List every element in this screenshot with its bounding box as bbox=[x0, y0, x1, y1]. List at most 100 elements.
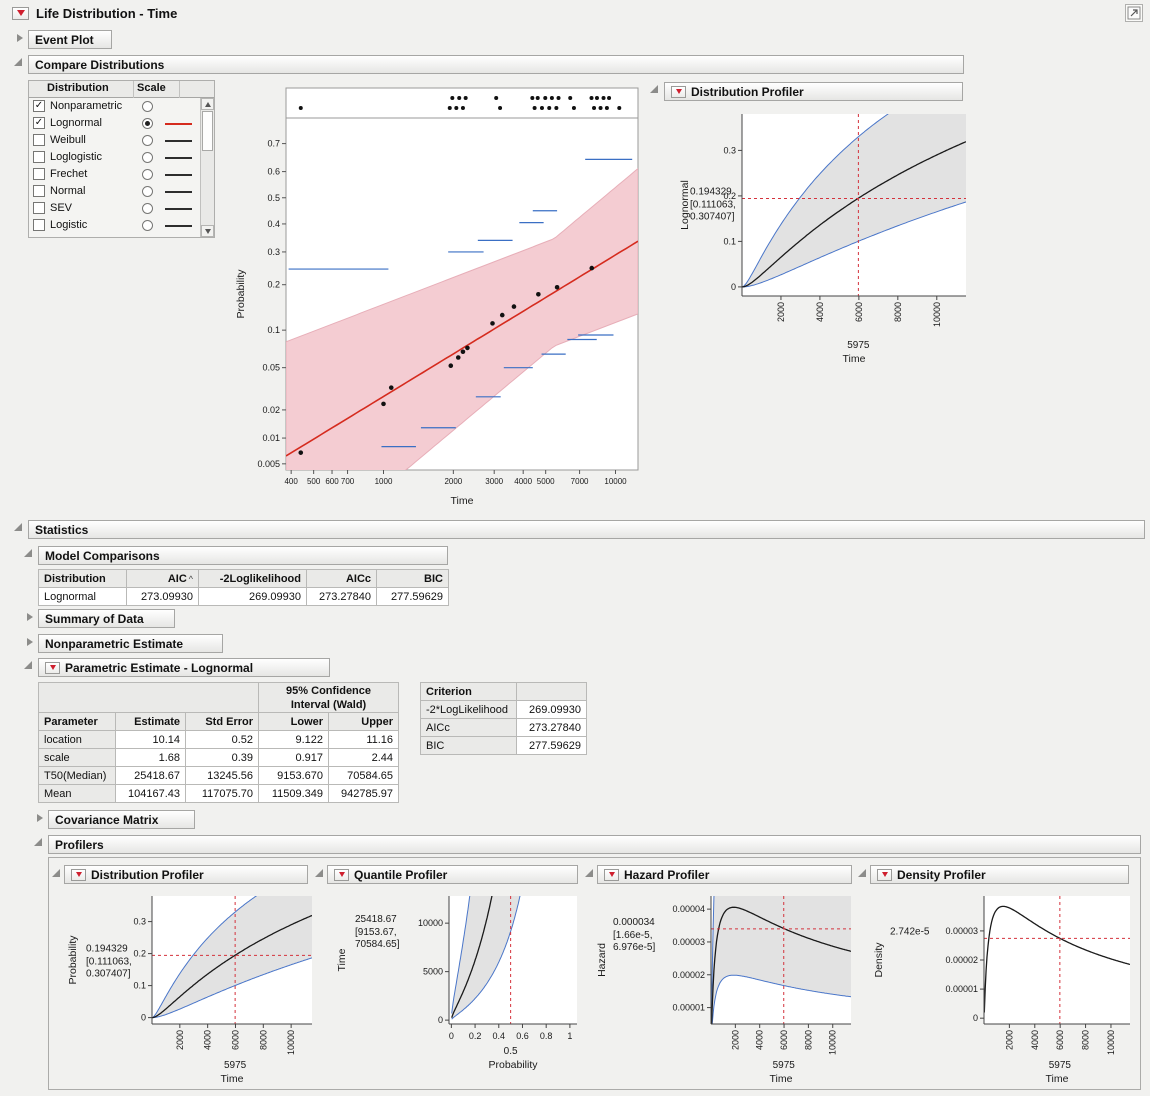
column-header-aicc[interactable]: AICc bbox=[306, 569, 377, 588]
svg-text:4000: 4000 bbox=[203, 1030, 213, 1050]
svg-text:0.194329: 0.194329 bbox=[86, 943, 128, 954]
scale-radio-loglogistic[interactable] bbox=[142, 152, 153, 163]
profiler-hazard-header[interactable]: Hazard Profiler bbox=[597, 865, 852, 884]
profiler-distribution-header[interactable]: Distribution Profiler bbox=[64, 865, 308, 884]
profiler-quantile-header[interactable]: Quantile Profiler bbox=[327, 865, 578, 884]
disclosure-profiler-distribution[interactable] bbox=[52, 869, 60, 877]
column-header-std-error[interactable]: Std Error bbox=[184, 712, 260, 731]
column-header-loglikelihood[interactable]: -2Loglikelihood bbox=[198, 569, 307, 588]
distribution-row-loglogistic[interactable]: Loglogistic bbox=[29, 149, 199, 166]
svg-text:Probability: Probability bbox=[67, 935, 79, 985]
table-row: BIC 277.59629 bbox=[420, 736, 587, 755]
column-header-lower[interactable]: Lower bbox=[258, 712, 330, 731]
red-triangle-menu-profiler-hazard[interactable] bbox=[604, 868, 619, 881]
distribution-column-header[interactable]: Distribution bbox=[47, 82, 109, 94]
checkbox-sev[interactable] bbox=[33, 202, 45, 214]
disclosure-parametric-estimate[interactable] bbox=[24, 661, 32, 669]
scale-radio-normal[interactable] bbox=[142, 186, 153, 197]
event-plot-header[interactable]: Event Plot bbox=[28, 30, 112, 49]
cell-parameter: T50(Median) bbox=[38, 766, 116, 785]
column-header-criterion[interactable]: Criterion bbox=[420, 682, 517, 701]
disclosure-profiler-density[interactable] bbox=[858, 869, 866, 877]
red-triangle-menu-parametric-estimate[interactable] bbox=[45, 661, 60, 674]
red-triangle-menu-profiler-distribution[interactable] bbox=[71, 868, 86, 881]
scrollbar-thumb[interactable] bbox=[202, 111, 213, 151]
cell-lower: 9153.670 bbox=[258, 766, 330, 785]
covariance-matrix-title: Covariance Matrix bbox=[55, 812, 159, 827]
distribution-row-sev[interactable]: SEV bbox=[29, 200, 199, 217]
scale-radio-logistic[interactable] bbox=[142, 220, 153, 231]
model-comparisons-header[interactable]: Model Comparisons bbox=[38, 546, 448, 565]
profiler-density-header[interactable]: Density Profiler bbox=[870, 865, 1129, 884]
red-triangle-menu-distribution-profiler[interactable] bbox=[671, 85, 686, 98]
parametric-estimate-header[interactable]: Parametric Estimate - Lognormal bbox=[38, 658, 330, 677]
arrow-down-icon bbox=[204, 228, 211, 234]
distribution-row-lognormal[interactable]: ✓ Lognormal bbox=[29, 115, 199, 132]
summary-of-data-header[interactable]: Summary of Data bbox=[38, 609, 175, 628]
scroll-up-button[interactable] bbox=[201, 98, 214, 110]
svg-text:10000: 10000 bbox=[286, 1030, 296, 1055]
checkbox-lognormal[interactable]: ✓ bbox=[33, 117, 45, 129]
red-triangle-menu-life-distribution[interactable] bbox=[12, 6, 29, 20]
cell-parameter: location bbox=[38, 730, 116, 749]
scroll-down-button[interactable] bbox=[201, 225, 214, 237]
red-triangle-menu-profiler-density[interactable] bbox=[877, 868, 892, 881]
disclosure-nonparametric-estimate[interactable] bbox=[27, 638, 33, 646]
statistics-header[interactable]: Statistics bbox=[28, 520, 1145, 539]
disclosure-distribution-profiler[interactable] bbox=[650, 85, 658, 93]
disclosure-profiler-quantile[interactable] bbox=[315, 869, 323, 877]
scale-radio-weibull[interactable] bbox=[142, 135, 153, 146]
window-layout-icon[interactable] bbox=[1125, 4, 1143, 22]
profiler-density-chart[interactable]: 0 0.00001 0.00002 0.00003 2000 4000 6000 8000 10… bbox=[870, 888, 1132, 1093]
distribution-row-nonparametric[interactable]: ✓ Nonparametric bbox=[29, 98, 199, 115]
distribution-row-logistic[interactable]: Logistic bbox=[29, 217, 199, 234]
profiler-distribution-chart[interactable]: 0 0.1 0.2 0.3 2000 4000 6000 8000 10000 Probabili… bbox=[64, 888, 314, 1093]
distribution-list-scrollbar[interactable] bbox=[200, 98, 214, 237]
svg-text:10000: 10000 bbox=[932, 302, 942, 327]
distribution-row-weibull[interactable]: Weibull bbox=[29, 132, 199, 149]
svg-text:2000: 2000 bbox=[776, 302, 786, 322]
profiler-quantile-chart[interactable]: 0 5000 10000 0 0.2 0.4 0.6 0.8 1 Time Probability 0… bbox=[327, 888, 582, 1093]
checkbox-weibull[interactable] bbox=[33, 134, 45, 146]
disclosure-summary-of-data[interactable] bbox=[27, 613, 33, 621]
distribution-row-frechet[interactable]: Frechet bbox=[29, 166, 199, 183]
distribution-profiler-header[interactable]: Distribution Profiler bbox=[664, 82, 963, 101]
scale-radio-sev[interactable] bbox=[142, 203, 153, 214]
column-header-upper[interactable]: Upper bbox=[328, 712, 400, 731]
column-header-bic[interactable]: BIC bbox=[376, 569, 449, 588]
checkbox-logistic[interactable] bbox=[33, 219, 45, 231]
scale-column-header[interactable]: Scale bbox=[137, 82, 166, 94]
svg-text:0.05: 0.05 bbox=[262, 363, 280, 373]
svg-text:Hazard: Hazard bbox=[597, 943, 608, 977]
column-header-distribution[interactable]: Distribution bbox=[38, 569, 127, 588]
disclosure-covariance-matrix[interactable] bbox=[37, 814, 43, 822]
disclosure-compare-distributions[interactable] bbox=[14, 58, 22, 66]
nonparametric-estimate-header[interactable]: Nonparametric Estimate bbox=[38, 634, 223, 653]
column-header-aic[interactable]: AIC ^ bbox=[126, 569, 199, 588]
checkbox-normal[interactable] bbox=[33, 185, 45, 197]
distribution-profiler-chart[interactable]: 0 0.1 0.2 0.3 2000 4000 6000 8000 10000 Lognormal… bbox=[664, 102, 994, 397]
scale-radio-frechet[interactable] bbox=[142, 169, 153, 180]
checkbox-loglogistic[interactable] bbox=[33, 151, 45, 163]
compare-distributions-header[interactable]: Compare Distributions bbox=[28, 55, 964, 74]
column-divider bbox=[179, 81, 180, 98]
distribution-row-normal[interactable]: Normal bbox=[29, 183, 199, 200]
profilers-header[interactable]: Profilers bbox=[48, 835, 1141, 854]
disclosure-profilers[interactable] bbox=[34, 838, 42, 846]
red-triangle-menu-profiler-quantile[interactable] bbox=[334, 868, 349, 881]
checkbox-nonparametric[interactable]: ✓ bbox=[33, 100, 45, 112]
column-header-parameter[interactable]: Parameter bbox=[38, 712, 116, 731]
column-header-estimate[interactable]: Estimate bbox=[115, 712, 186, 731]
checkbox-frechet[interactable] bbox=[33, 168, 45, 180]
profiler-hazard-chart[interactable]: 0.00001 0.00002 0.00003 0.00004 2000 4000 6000… bbox=[596, 888, 855, 1093]
scale-radio-lognormal[interactable] bbox=[142, 118, 153, 129]
svg-text:0.5: 0.5 bbox=[504, 1046, 518, 1057]
covariance-matrix-header[interactable]: Covariance Matrix bbox=[48, 810, 195, 829]
svg-text:0.6: 0.6 bbox=[267, 167, 280, 177]
disclosure-model-comparisons[interactable] bbox=[24, 549, 32, 557]
scale-radio-nonparametric[interactable] bbox=[142, 101, 153, 112]
disclosure-profiler-hazard[interactable] bbox=[585, 869, 593, 877]
disclosure-statistics[interactable] bbox=[14, 523, 22, 531]
disclosure-event-plot[interactable] bbox=[17, 34, 23, 42]
compare-distributions-plot[interactable]: 0.005 0.01 0.02 0.05 0.1 0.2 0.3 0.4 0.5 0.6 0.7 40… bbox=[228, 80, 648, 512]
